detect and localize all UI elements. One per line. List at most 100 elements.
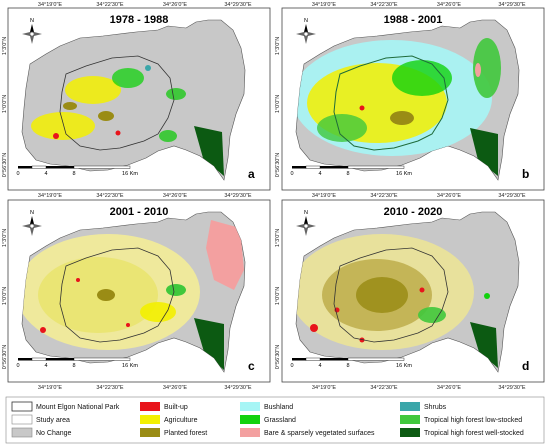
lon-label: 34°26'0"E bbox=[163, 2, 187, 8]
lon-label: 34°22'30"E bbox=[370, 385, 398, 391]
lat-label: 1°3'0"N bbox=[275, 229, 281, 247]
lat-label: 0°56'30"N bbox=[275, 345, 281, 369]
map-panel-d: 2010 - 2020 d N 0 4 8 16 Km bbox=[281, 199, 545, 383]
lon-label: 34°19'0"E bbox=[38, 193, 62, 199]
legend-label: Mount Elgon National Park bbox=[36, 404, 120, 411]
lon-label: 34°29'30"E bbox=[498, 193, 526, 199]
lat-label: 0°56'30"N bbox=[2, 345, 8, 369]
north-label: N bbox=[30, 18, 34, 24]
lon-label: 34°29'30"E bbox=[224, 2, 252, 8]
scale-label: 16 Km bbox=[396, 171, 412, 177]
panel-title: 2001 - 2010 bbox=[110, 206, 169, 218]
scale-label: 16 Km bbox=[122, 171, 138, 177]
lat-label: 0°56'30"N bbox=[2, 153, 8, 177]
scale-label: 0 bbox=[16, 171, 19, 177]
legend-swatch bbox=[11, 414, 33, 425]
lon-label: 34°19'0"E bbox=[38, 385, 62, 391]
legend-swatch bbox=[140, 402, 160, 411]
scale-label: 0 bbox=[290, 171, 293, 177]
legend-swatch bbox=[240, 428, 260, 437]
panel-title: 2010 - 2020 bbox=[384, 206, 443, 218]
scale-label: 4 bbox=[318, 363, 321, 369]
lat-label: 0°56'30"N bbox=[275, 153, 281, 177]
lon-label: 34°26'0"E bbox=[163, 385, 187, 391]
legend-label: Tropical high forest well-stocked bbox=[424, 430, 524, 437]
legend-item: Tropical high forest low-stocked bbox=[400, 415, 522, 424]
lon-label: 34°26'0"E bbox=[437, 193, 461, 199]
lat-label: 1°0'0"N bbox=[275, 95, 281, 113]
scale-label: 8 bbox=[72, 363, 75, 369]
map-panel-a: 1978 - 1988 a N 0 4 8 16 Km bbox=[7, 7, 271, 191]
lat-label: 1°0'0"N bbox=[2, 287, 8, 305]
panel-letter: c bbox=[248, 359, 255, 373]
legend-label: No Change bbox=[36, 430, 72, 437]
change-patches bbox=[296, 38, 501, 176]
legend-item: Shrubs bbox=[400, 402, 447, 411]
scale-label: 16 Km bbox=[396, 363, 412, 369]
legend-swatch bbox=[400, 402, 420, 411]
scale-label: 0 bbox=[16, 363, 19, 369]
lon-label: 34°22'30"E bbox=[370, 193, 398, 199]
legend-label: Agriculture bbox=[164, 417, 198, 424]
lat-label: 1°0'0"N bbox=[275, 287, 281, 305]
lon-label: 34°26'0"E bbox=[437, 2, 461, 8]
scale-label: 4 bbox=[44, 171, 47, 177]
scale-label: 4 bbox=[318, 171, 321, 177]
scale-bar: 0 4 8 16 Km bbox=[290, 357, 412, 369]
lon-label: 34°22'30"E bbox=[370, 2, 398, 8]
lon-label: 34°29'30"E bbox=[498, 2, 526, 8]
north-label: N bbox=[304, 18, 308, 24]
panel-title: 1978 - 1988 bbox=[110, 14, 169, 26]
lon-label: 34°26'0"E bbox=[163, 193, 187, 199]
legend-item: Grassland bbox=[240, 415, 296, 424]
change-patches bbox=[31, 65, 224, 176]
lat-label: 1°3'0"N bbox=[275, 37, 281, 55]
latitude-labels: 1°3'0"N 1°0'0"N 0°56'30"N 1°3'0"N 1°0'0"… bbox=[2, 37, 281, 369]
lat-label: 1°3'0"N bbox=[2, 229, 8, 247]
lat-label: 1°0'0"N bbox=[2, 95, 8, 113]
legend-swatch bbox=[400, 415, 420, 424]
north-label: N bbox=[30, 210, 34, 216]
lon-label: 34°19'0"E bbox=[312, 2, 336, 8]
panel-title: 1988 - 2001 bbox=[384, 14, 443, 26]
legend-item: Planted forest bbox=[140, 428, 207, 437]
scale-label: 8 bbox=[72, 171, 75, 177]
legend-label: Planted forest bbox=[164, 430, 207, 437]
lon-label: 34°26'0"E bbox=[437, 385, 461, 391]
scale-label: 8 bbox=[346, 363, 349, 369]
legend-swatch bbox=[11, 401, 33, 412]
legend: Mount Elgon National Park Study area No … bbox=[5, 396, 545, 444]
lon-label: 34°22'30"E bbox=[96, 385, 124, 391]
map-panel-c: 2001 - 2010 c N 0 4 8 16 Km bbox=[7, 199, 271, 383]
north-arrow: N bbox=[296, 18, 316, 44]
legend-label: Bushland bbox=[264, 404, 293, 411]
legend-swatch bbox=[140, 428, 160, 437]
scale-label: 16 Km bbox=[122, 363, 138, 369]
lon-label: 34°22'30"E bbox=[96, 2, 124, 8]
legend-label: Study area bbox=[36, 417, 70, 424]
legend-item: Mount Elgon National Park bbox=[11, 401, 120, 412]
legend-swatch bbox=[240, 402, 260, 411]
lon-label: 34°29'30"E bbox=[224, 385, 252, 391]
legend-swatch bbox=[140, 415, 160, 424]
lon-label: 34°19'0"E bbox=[38, 2, 62, 8]
change-patches bbox=[296, 234, 498, 368]
scale-label: 0 bbox=[290, 363, 293, 369]
scale-bar: 0 4 8 16 Km bbox=[290, 165, 412, 177]
lon-label: 34°22'30"E bbox=[96, 193, 124, 199]
lat-label: 1°3'0"N bbox=[2, 37, 8, 55]
lon-label: 34°29'30"E bbox=[498, 385, 526, 391]
scale-label: 8 bbox=[346, 171, 349, 177]
scale-bar: 0 4 8 16 Km bbox=[16, 357, 138, 369]
legend-label: Shrubs bbox=[424, 404, 447, 411]
legend-item: Study area bbox=[11, 414, 70, 425]
north-arrow: N bbox=[22, 210, 42, 236]
lon-label: 34°19'0"E bbox=[312, 193, 336, 199]
legend-label: Built-up bbox=[164, 404, 188, 411]
legend-item: Bare & sparsely vegetated surfaces bbox=[240, 428, 375, 437]
legend-label: Bare & sparsely vegetated surfaces bbox=[264, 430, 375, 437]
scale-bar: 0 4 8 16 Km bbox=[16, 165, 138, 177]
scale-label: 4 bbox=[44, 363, 47, 369]
legend-item: Tropical high forest well-stocked bbox=[400, 428, 524, 437]
